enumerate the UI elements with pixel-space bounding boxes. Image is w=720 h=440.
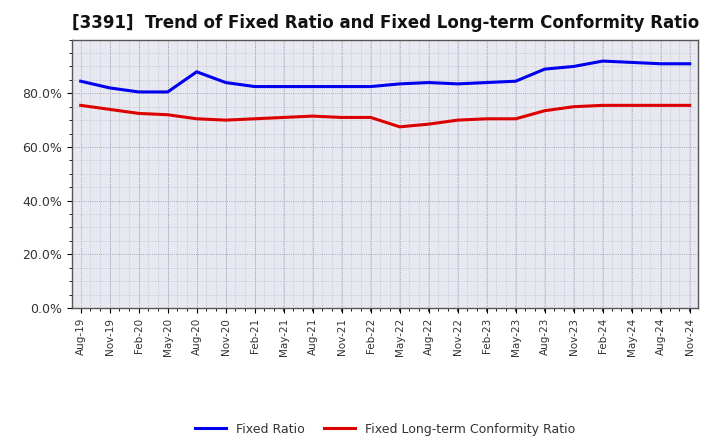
Fixed Ratio	[598, 59, 607, 64]
Fixed Long-term Conformity Ratio	[163, 112, 172, 117]
Fixed Ratio	[366, 84, 375, 89]
Fixed Long-term Conformity Ratio	[251, 116, 259, 121]
Fixed Long-term Conformity Ratio	[308, 114, 317, 119]
Fixed Ratio	[308, 84, 317, 89]
Fixed Ratio	[163, 89, 172, 95]
Fixed Long-term Conformity Ratio	[541, 108, 549, 114]
Fixed Ratio	[221, 80, 230, 85]
Fixed Long-term Conformity Ratio	[685, 103, 694, 108]
Fixed Ratio	[76, 79, 85, 84]
Fixed Long-term Conformity Ratio	[279, 115, 288, 120]
Fixed Ratio	[395, 81, 404, 87]
Fixed Long-term Conformity Ratio	[657, 103, 665, 108]
Fixed Ratio	[685, 61, 694, 66]
Legend: Fixed Ratio, Fixed Long-term Conformity Ratio: Fixed Ratio, Fixed Long-term Conformity …	[190, 418, 580, 440]
Fixed Long-term Conformity Ratio	[135, 111, 143, 116]
Fixed Long-term Conformity Ratio	[570, 104, 578, 109]
Title: [3391]  Trend of Fixed Ratio and Fixed Long-term Conformity Ratio: [3391] Trend of Fixed Ratio and Fixed Lo…	[71, 15, 699, 33]
Fixed Ratio	[627, 60, 636, 65]
Fixed Ratio	[192, 69, 201, 74]
Fixed Long-term Conformity Ratio	[395, 124, 404, 129]
Line: Fixed Ratio: Fixed Ratio	[81, 61, 690, 92]
Fixed Ratio	[511, 79, 520, 84]
Fixed Long-term Conformity Ratio	[338, 115, 346, 120]
Fixed Ratio	[279, 84, 288, 89]
Fixed Ratio	[424, 80, 433, 85]
Fixed Long-term Conformity Ratio	[454, 117, 462, 123]
Fixed Ratio	[338, 84, 346, 89]
Fixed Long-term Conformity Ratio	[482, 116, 491, 121]
Fixed Long-term Conformity Ratio	[627, 103, 636, 108]
Fixed Long-term Conformity Ratio	[511, 116, 520, 121]
Fixed Long-term Conformity Ratio	[192, 116, 201, 121]
Fixed Long-term Conformity Ratio	[366, 115, 375, 120]
Fixed Long-term Conformity Ratio	[598, 103, 607, 108]
Fixed Ratio	[135, 89, 143, 95]
Fixed Ratio	[105, 85, 114, 91]
Fixed Long-term Conformity Ratio	[424, 121, 433, 127]
Fixed Ratio	[570, 64, 578, 69]
Fixed Ratio	[454, 81, 462, 87]
Fixed Ratio	[541, 66, 549, 72]
Fixed Long-term Conformity Ratio	[76, 103, 85, 108]
Fixed Ratio	[251, 84, 259, 89]
Fixed Long-term Conformity Ratio	[221, 117, 230, 123]
Fixed Long-term Conformity Ratio	[105, 107, 114, 112]
Line: Fixed Long-term Conformity Ratio: Fixed Long-term Conformity Ratio	[81, 105, 690, 127]
Fixed Ratio	[482, 80, 491, 85]
Fixed Ratio	[657, 61, 665, 66]
